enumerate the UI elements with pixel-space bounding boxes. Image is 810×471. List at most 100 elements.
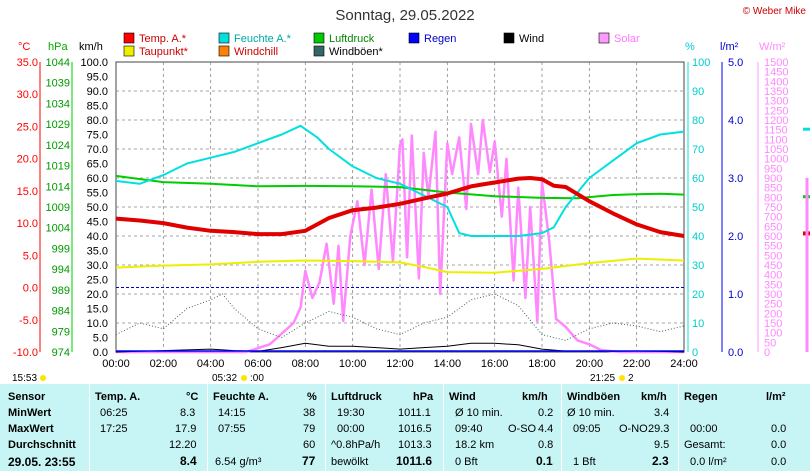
- solar-tick-label: 1000: [764, 154, 788, 166]
- stats-gust-d2: O-NO: [619, 423, 648, 435]
- stats-temp-max: 17.9: [175, 423, 197, 435]
- series-line-taupunkt: [115, 257, 685, 274]
- chart-series: [115, 118, 810, 354]
- sun-dot-left: [40, 375, 46, 381]
- pressure-tick-label: 999: [52, 243, 70, 255]
- x-tick-label: 24:00: [670, 358, 698, 370]
- solar-tick-label: 0: [764, 347, 770, 359]
- wind-tick-label: 55.0: [87, 188, 108, 200]
- stats-pressure-min: 1011.1: [398, 407, 431, 419]
- solar-tick-label: 50: [764, 337, 776, 349]
- x-tick-label: 16:00: [481, 358, 509, 370]
- stats-rain-unit: l/m²: [766, 391, 786, 403]
- rain-tick-label: 4.0: [728, 115, 743, 127]
- humidity-tick-label: 60: [692, 173, 704, 185]
- stats-humidity-unit: %: [307, 391, 317, 403]
- stats-humidity-min: 38: [303, 407, 316, 419]
- stats-label-now: 29.05. 23:55: [8, 455, 76, 469]
- x-tick-label: 22:00: [623, 358, 651, 370]
- solar-tick-label: 1100: [764, 134, 788, 146]
- wind-tick-label: 100.0: [80, 57, 108, 69]
- pressure-tick-label: 1024: [46, 140, 70, 152]
- solar-tick-label: 100: [764, 328, 782, 340]
- stats-humidity-now: 77: [302, 454, 316, 468]
- wind-tick-label: 25.0: [87, 275, 108, 287]
- wind-unit: km/h: [79, 41, 103, 53]
- solar-tick-label: 1200: [764, 115, 788, 127]
- solar-tick-label: 200: [764, 308, 782, 320]
- humidity-tick-label: 80: [692, 115, 704, 127]
- temp-tick-label: 20.0: [17, 154, 38, 166]
- series-line-tempa: [115, 176, 685, 238]
- stats-pressure-state: bewölkt: [331, 456, 369, 468]
- stats-separator: [207, 384, 208, 471]
- humidity-tick-label: 20: [692, 289, 704, 301]
- stats-wind-v4: 0.1: [536, 454, 553, 468]
- stats-header-sensor: Sensor: [8, 391, 46, 403]
- humidity-tick-label: 90: [692, 86, 704, 98]
- stats-rain-title: Regen: [684, 391, 718, 403]
- legend-swatch: [408, 32, 420, 44]
- chart-grid: [115, 61, 685, 353]
- wind-tick-label: 10.0: [87, 318, 108, 330]
- legend-label: Feuchte A.*: [234, 33, 292, 45]
- legend-swatch: [218, 32, 230, 44]
- rain-tick-label: 5.0: [728, 57, 743, 69]
- stats-humidity-title: Feuchte A.: [213, 391, 269, 403]
- wind-tick-label: 45.0: [87, 217, 108, 229]
- solar-tick-label: 1350: [764, 86, 788, 98]
- stats-gust-v2: 29.3: [648, 423, 670, 435]
- pressure-tick-label: 994: [52, 264, 70, 276]
- stats-rain-l2: 00:00: [690, 423, 718, 435]
- stats-pressure-max: 1016.5: [398, 423, 432, 435]
- pressure-tick-label: 1044: [46, 57, 70, 69]
- wind-tick-label: 5.0: [93, 333, 108, 345]
- stats-humidity-avg: 60: [303, 439, 316, 451]
- x-tick-label: 04:00: [197, 358, 225, 370]
- rain-tick-label: 3.0: [728, 173, 743, 185]
- solar-unit: W/m²: [759, 41, 786, 53]
- stats-gust-v1: 3.4: [654, 407, 670, 419]
- stats-temp-avg: 12.20: [169, 439, 197, 451]
- legend-label: Windchill: [234, 46, 278, 58]
- stats-wind-d2: O-SO: [508, 423, 537, 435]
- stats-temp-min-time: 06:25: [100, 407, 128, 419]
- legend-label: Solar: [614, 33, 640, 45]
- stats-wind-v2: 4.4: [538, 423, 554, 435]
- wind-tick-label: 0.0: [93, 347, 108, 359]
- wind-tick-label: 20.0: [87, 289, 108, 301]
- stats-humidity-extra: 6.54 g/m³: [215, 456, 262, 468]
- stats-humidity-min-time: 14:15: [218, 407, 246, 419]
- wind-tick-label: 80.0: [87, 115, 108, 127]
- humidity-tick-label: 10: [692, 318, 704, 330]
- solar-tick-label: 250: [764, 299, 782, 311]
- stats-temp-now: 8.4: [180, 454, 197, 468]
- stats-gust-v3: 9.5: [654, 439, 670, 451]
- wind-tick-label: 85.0: [87, 101, 108, 113]
- stats-wind-l3: 18.2 km: [455, 439, 495, 451]
- stats-gust-l4: 1 Bft: [573, 456, 596, 468]
- stats-separator: [325, 384, 326, 471]
- left-time-label: 15:53: [12, 373, 37, 384]
- solar-tick-label: 1150: [764, 125, 788, 137]
- stats-wind-l4: 0 Bft: [455, 456, 478, 468]
- pressure-tick-label: 974: [52, 347, 70, 359]
- solar-tick-label: 1300: [764, 96, 788, 108]
- temp-tick-label: 10.0: [17, 218, 38, 230]
- temp-unit: °C: [18, 41, 30, 53]
- weather-chart: Sonntag, 29.05.2022 © Weber Mike Temp. A…: [12, 6, 810, 384]
- stats-wind-v1: 0.2: [538, 407, 554, 419]
- wind-tick-label: 95.0: [87, 72, 108, 84]
- rain-tick-label: 1.0: [728, 289, 743, 301]
- stats-table: Sensor MinWert MaxWert Durchschnitt 29.0…: [0, 384, 810, 471]
- humidity-tick-label: 70: [692, 144, 704, 156]
- solar-tick-label: 700: [764, 212, 782, 224]
- legend-swatch: [313, 45, 325, 57]
- wind-tick-label: 15.0: [87, 304, 108, 316]
- solar-tick-label: 1050: [764, 144, 788, 156]
- stats-rain-v3: 0.0: [771, 439, 787, 451]
- x-tick-label: 06:00: [244, 358, 272, 370]
- legend-swatch: [503, 32, 515, 44]
- pressure-tick-label: 1034: [46, 98, 70, 110]
- stats-pressure-unit: hPa: [413, 391, 434, 403]
